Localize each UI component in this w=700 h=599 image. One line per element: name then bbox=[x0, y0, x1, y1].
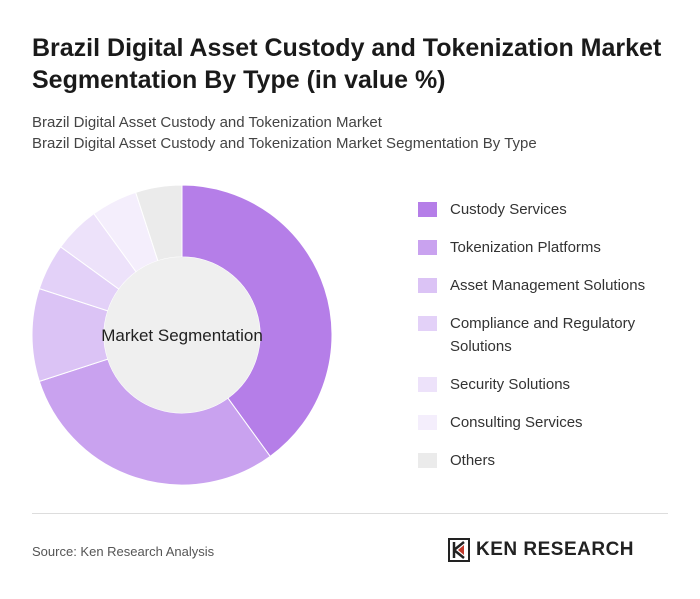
donut-chart: Market Segmentation bbox=[31, 184, 333, 486]
legend-swatch bbox=[418, 377, 437, 392]
logo: KEN RESEARCH bbox=[448, 538, 634, 562]
source: Source: Ken Research Analysis bbox=[32, 544, 215, 559]
logo-icon bbox=[448, 538, 470, 562]
legend-swatch bbox=[418, 202, 437, 217]
legend: Custody Services Tokenization Platforms As… bbox=[418, 198, 678, 487]
subtitle: Brazil Digital Asset Custody and Tokeniz… bbox=[32, 135, 537, 152]
legend-label: Custody Services bbox=[450, 201, 567, 218]
legend-label: Security Solutions bbox=[450, 376, 571, 393]
legend-item: Custody Services bbox=[418, 198, 678, 221]
subtitle: Brazil Digital Asset Custody and Tokeniz… bbox=[32, 114, 382, 131]
legend-label: Others bbox=[450, 452, 496, 469]
legend-label: Asset Management Solutions bbox=[450, 277, 646, 294]
legend-label: Consulting Services bbox=[450, 414, 583, 431]
legend-item: Security Solutions bbox=[418, 373, 678, 396]
chart-title: Brazil Digital Asset Custody and Tokeniz… bbox=[32, 34, 662, 94]
legend-swatch bbox=[418, 415, 437, 430]
legend-label: Compliance and Regulatory Solutions bbox=[450, 315, 636, 355]
legend-swatch bbox=[418, 316, 437, 331]
legend-swatch bbox=[418, 240, 437, 255]
legend-swatch bbox=[418, 453, 437, 468]
legend-item: Consulting Services bbox=[418, 411, 678, 434]
legend-item: Asset Management Solutions bbox=[418, 274, 678, 297]
legend-swatch bbox=[418, 278, 437, 293]
legend-item: Compliance and Regulatory Solutions bbox=[418, 312, 678, 358]
logo-text: KEN RESEARCH bbox=[476, 539, 635, 560]
legend-item: Tokenization Platforms bbox=[418, 236, 678, 259]
legend-label: Tokenization Platforms bbox=[450, 239, 601, 256]
center-label: Market Segmentation bbox=[101, 326, 263, 345]
donut-hole bbox=[104, 257, 260, 413]
divider bbox=[32, 513, 668, 514]
legend-item: Others bbox=[418, 449, 678, 472]
